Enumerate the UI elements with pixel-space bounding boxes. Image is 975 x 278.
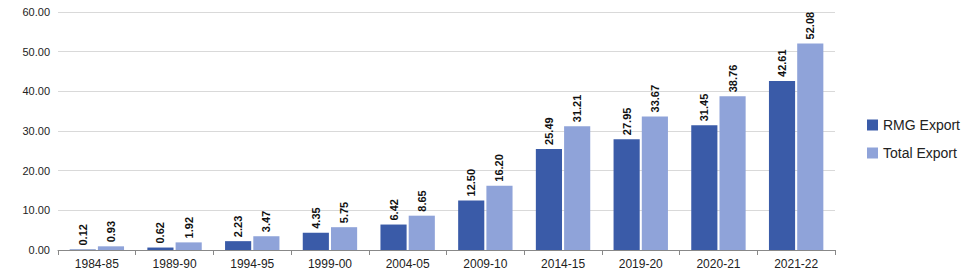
svg-text:1.92: 1.92	[183, 217, 195, 238]
svg-text:0.12: 0.12	[77, 224, 89, 245]
svg-text:2019-20: 2019-20	[619, 257, 663, 271]
svg-text:31.45: 31.45	[698, 94, 710, 122]
svg-text:20.00: 20.00	[22, 165, 50, 177]
svg-text:2021-22: 2021-22	[774, 257, 818, 271]
svg-text:2014-15: 2014-15	[541, 257, 585, 271]
svg-text:0.93: 0.93	[105, 221, 117, 242]
svg-text:1989-90: 1989-90	[153, 257, 197, 271]
svg-text:2004-05: 2004-05	[386, 257, 430, 271]
svg-text:40.00: 40.00	[22, 85, 50, 97]
svg-text:10.00: 10.00	[22, 204, 50, 216]
svg-text:1994-95: 1994-95	[230, 257, 274, 271]
svg-text:42.61: 42.61	[776, 49, 788, 77]
svg-text:Total Export: Total Export	[883, 145, 957, 161]
svg-text:3.47: 3.47	[260, 211, 272, 232]
svg-text:8.65: 8.65	[416, 190, 428, 211]
svg-text:12.50: 12.50	[465, 169, 477, 197]
svg-text:30.00: 30.00	[22, 125, 50, 137]
svg-text:31.21: 31.21	[571, 95, 583, 123]
svg-text:38.76: 38.76	[727, 65, 739, 93]
svg-text:2009-10: 2009-10	[463, 257, 507, 271]
svg-text:2.23: 2.23	[232, 216, 244, 237]
svg-text:33.67: 33.67	[649, 85, 661, 113]
svg-text:0.00: 0.00	[29, 244, 50, 256]
svg-text:RMG Export: RMG Export	[883, 117, 960, 133]
svg-text:16.20: 16.20	[493, 154, 505, 182]
svg-text:1999-00: 1999-00	[308, 257, 352, 271]
svg-text:52.08: 52.08	[804, 12, 816, 40]
svg-text:1984-85: 1984-85	[75, 257, 119, 271]
svg-text:5.75: 5.75	[338, 202, 350, 223]
svg-text:27.95: 27.95	[621, 108, 633, 136]
svg-text:2020-21: 2020-21	[696, 257, 740, 271]
svg-text:25.49: 25.49	[543, 117, 555, 145]
svg-text:4.35: 4.35	[310, 207, 322, 228]
svg-text:0.62: 0.62	[154, 222, 166, 243]
svg-text:50.00: 50.00	[22, 46, 50, 58]
svg-text:60.00: 60.00	[22, 6, 50, 18]
svg-text:6.42: 6.42	[388, 199, 400, 220]
